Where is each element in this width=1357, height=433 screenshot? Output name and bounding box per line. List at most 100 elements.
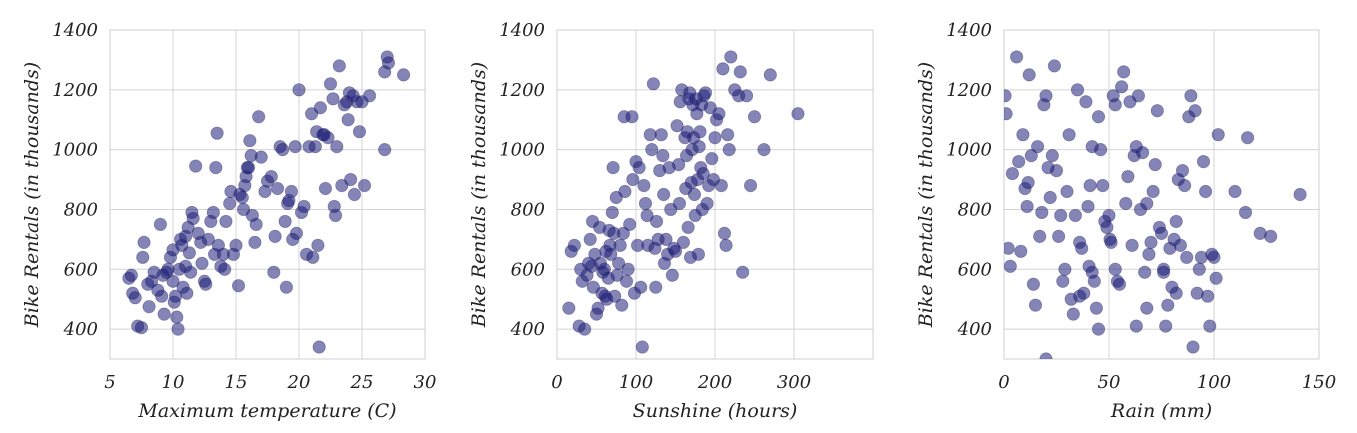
- data-point: [649, 214, 664, 229]
- data-point: [712, 107, 726, 121]
- data-point: [236, 202, 251, 217]
- data-point: [1136, 146, 1150, 160]
- data-point: [1022, 68, 1036, 82]
- data-point: [1035, 205, 1049, 220]
- data-point: [231, 279, 246, 293]
- data-points: [122, 50, 411, 354]
- data-point: [698, 86, 713, 100]
- data-point: [1186, 340, 1200, 354]
- data-point: [623, 217, 637, 232]
- data-point: [1004, 89, 1012, 103]
- data-point: [1175, 163, 1190, 178]
- data-point: [696, 166, 710, 181]
- data-point: [195, 256, 209, 270]
- data-point: [396, 68, 411, 82]
- y-tick-label: 800: [958, 199, 992, 220]
- data-point: [1014, 244, 1028, 258]
- data-point: [640, 208, 654, 223]
- data-point: [1102, 208, 1116, 223]
- data-point: [1089, 301, 1104, 315]
- data-point: [1047, 59, 1062, 73]
- data-point: [1058, 262, 1072, 276]
- data-point: [1129, 319, 1143, 333]
- data-point: [235, 190, 249, 205]
- y-tick-label: 1200: [52, 80, 98, 101]
- scatter-panel-3: 0 50 100 150 400 600 800 1000 1200 1400 Rain (mm) B…: [915, 20, 1336, 422]
- y-tick-label: 1400: [499, 20, 545, 41]
- data-point: [615, 298, 629, 312]
- data-point: [332, 59, 346, 73]
- data-point: [670, 119, 684, 133]
- data-point: [201, 232, 215, 246]
- y-axis-label: Bike Rentals (in thousands): [915, 62, 937, 328]
- data-point: [1091, 110, 1106, 124]
- data-point: [692, 140, 706, 154]
- data-point: [1203, 319, 1217, 333]
- data-point: [1060, 184, 1074, 199]
- data-point: [328, 208, 343, 223]
- data-point: [1004, 107, 1013, 121]
- data-point: [136, 250, 150, 264]
- data-point: [308, 140, 322, 154]
- data-point: [182, 246, 196, 260]
- x-tick-label: 15: [225, 372, 248, 393]
- data-point: [206, 205, 220, 220]
- data-point: [1140, 301, 1154, 315]
- data-point: [1150, 104, 1164, 118]
- data-point: [1142, 247, 1156, 261]
- y-tick-label: 600: [511, 259, 545, 280]
- data-point: [326, 92, 340, 106]
- data-point: [335, 178, 349, 193]
- data-point: [1293, 187, 1307, 202]
- data-point: [1169, 214, 1183, 229]
- data-point: [626, 172, 640, 187]
- data-point: [313, 101, 328, 115]
- data-point: [242, 160, 256, 175]
- data-point: [1066, 307, 1080, 321]
- data-point: [721, 128, 735, 142]
- data-point: [1115, 80, 1129, 94]
- data-point: [672, 157, 686, 172]
- data-point: [306, 250, 320, 264]
- data-point: [657, 187, 671, 202]
- y-tick-label: 1400: [946, 20, 992, 41]
- y-tick-label: 1200: [946, 80, 992, 101]
- data-point: [1028, 298, 1043, 312]
- data-point: [276, 143, 290, 157]
- data-point: [248, 235, 262, 249]
- data-point: [722, 143, 736, 157]
- data-point: [1201, 289, 1215, 303]
- data-point: [1209, 271, 1223, 285]
- data-point: [747, 110, 762, 124]
- plot-frame: [109, 29, 426, 360]
- x-tick-label: 25: [350, 372, 374, 393]
- data-point: [357, 178, 372, 193]
- data-point: [691, 247, 706, 261]
- data-points: [562, 50, 805, 354]
- data-point: [1033, 229, 1047, 243]
- data-point: [378, 143, 392, 157]
- data-point: [1031, 140, 1045, 154]
- y-tick-label: 600: [64, 259, 98, 280]
- data-point: [719, 238, 733, 252]
- data-point: [292, 83, 306, 97]
- data-point: [344, 172, 358, 187]
- data-point: [791, 107, 805, 121]
- data-point: [184, 265, 198, 279]
- data-point: [134, 320, 149, 335]
- data-point: [618, 184, 632, 199]
- y-axis-label: Bike Rentals (in thousands): [468, 62, 490, 328]
- data-point: [1087, 274, 1101, 288]
- data-point: [1024, 149, 1038, 163]
- data-point: [708, 131, 722, 145]
- data-point: [312, 340, 326, 354]
- data-point: [1016, 128, 1030, 142]
- data-point: [1207, 250, 1221, 264]
- data-point: [199, 277, 213, 291]
- y-axis-label: Bike Rentals (in thousands): [21, 62, 43, 328]
- data-point: [171, 322, 185, 336]
- data-point: [586, 280, 600, 294]
- data-point: [664, 202, 678, 217]
- data-point: [381, 56, 396, 70]
